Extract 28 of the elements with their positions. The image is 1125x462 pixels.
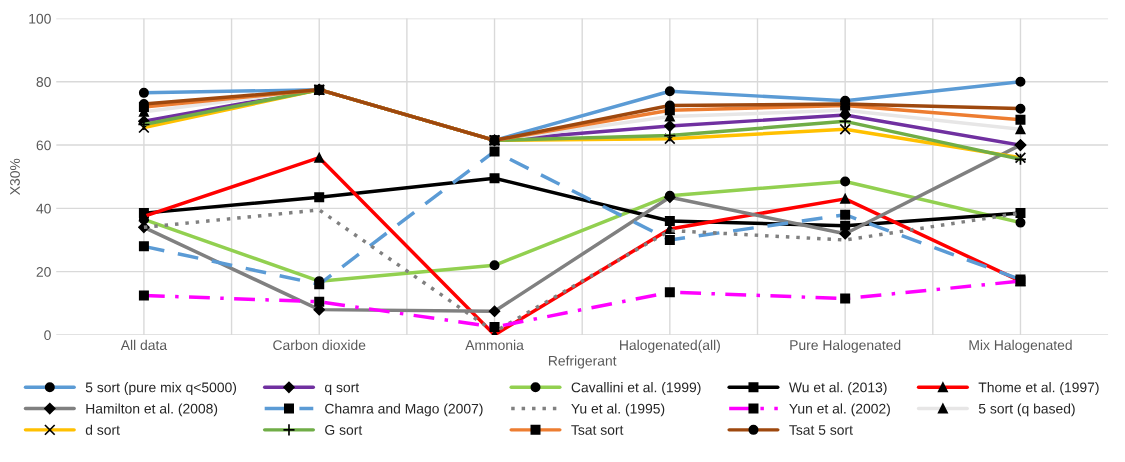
legend-label: Cavallini et al. (1999) [571,382,701,396]
legend-label: G sort [325,425,363,435]
legend-label: q sort [324,383,360,396]
x-tick-label: Carbon dioxide [273,339,366,351]
x-tick-label: Pure Halogenated [790,339,901,353]
legend-label: Hamilton et al. (2008) [86,403,218,417]
legend-label: Chamra and Mago (2007) [325,403,483,417]
y-tick-label: 0 [44,330,51,341]
legend-label: Tsat sort [571,425,624,435]
legend-label: Yun et al. (2002) [789,403,890,417]
y-tick-label: 100 [29,13,51,24]
legend-label: 5 sort (pure mix q<5000) [85,382,237,396]
legend-label: Thome et al. (1997) [978,382,1099,396]
legend-label: 5 sort (q based) [978,403,1075,417]
x-tick-label: Halogenated(all) [620,339,720,353]
y-tick-label: 20 [36,266,51,277]
legend-label: Yu et al. (1995) [571,403,665,417]
y-tick-label: 40 [36,203,51,214]
y-axis-title: X30% [10,158,20,195]
legend-label: Wu et al. (2013) [788,382,887,396]
legend-label: Tsat 5 sort [789,425,853,435]
legend-label: d sort [85,424,120,435]
x-axis-title: Refrigerant [548,355,617,369]
y-tick-label: 60 [36,140,51,151]
y-tick-label: 80 [36,77,51,87]
x-tick-label: All data [120,339,168,351]
x-tick-label: Mix Halogenated [969,339,1072,353]
x-tick-label: Ammonia [465,339,524,351]
